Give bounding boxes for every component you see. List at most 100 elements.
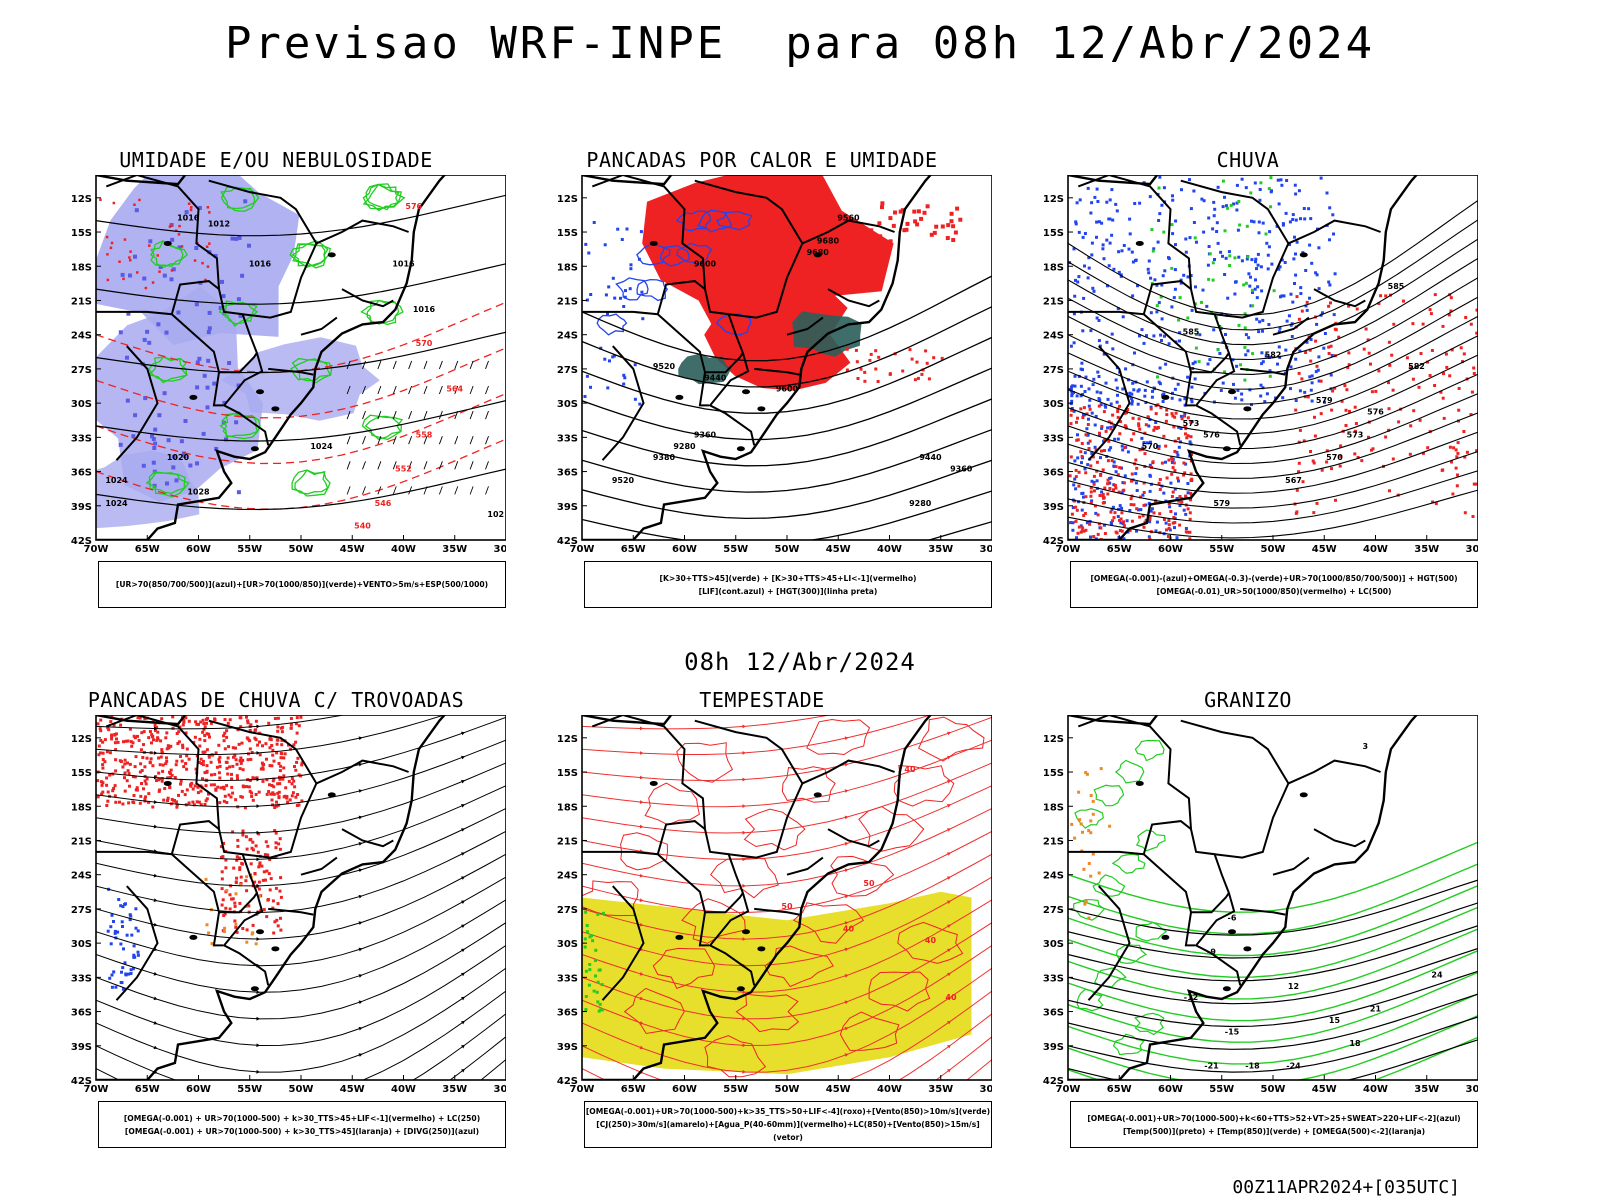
field-pixel bbox=[154, 729, 157, 733]
streamline-arrow bbox=[844, 762, 849, 767]
field-pixel bbox=[249, 837, 253, 841]
field-pixel bbox=[1188, 517, 1192, 521]
field-pixel bbox=[222, 799, 226, 803]
field-pixel bbox=[1219, 250, 1223, 254]
lat-tick-label: 30S bbox=[1043, 939, 1064, 950]
field-pixel bbox=[1362, 347, 1366, 351]
field-pixel bbox=[203, 725, 207, 729]
field-pixel bbox=[230, 772, 233, 776]
streamline-arrow bbox=[844, 842, 849, 846]
wind-vector bbox=[469, 436, 474, 445]
field-pixel bbox=[1124, 367, 1128, 371]
legend-line: [OMEGA(-0.001)+UR>70(1000-500)+k<60+TTS>… bbox=[1087, 1113, 1461, 1123]
field-pixel bbox=[1097, 319, 1101, 322]
field-pixel bbox=[1249, 275, 1252, 279]
legend-line: [OMEGA(-0.01)_UR>50(1000/850)(vermelho) … bbox=[1156, 586, 1392, 596]
field-pixel bbox=[213, 717, 217, 721]
streamline-arrow bbox=[639, 824, 644, 829]
field-pixel bbox=[1163, 334, 1166, 338]
wind-vector bbox=[408, 385, 413, 395]
contour-label: 1016 bbox=[177, 214, 200, 223]
wind-vector bbox=[485, 486, 489, 495]
contour-label: 585 bbox=[1388, 282, 1405, 291]
field-pixel bbox=[1093, 504, 1097, 508]
wind-vector bbox=[362, 410, 366, 420]
field-pixel bbox=[1170, 461, 1174, 464]
country-border bbox=[704, 828, 756, 986]
field-pixel bbox=[1097, 220, 1101, 224]
field-pixel bbox=[128, 762, 132, 766]
field-pixel bbox=[1130, 472, 1134, 476]
field-pixel bbox=[203, 734, 207, 737]
panel-title: UMIDADE E/OU NEBULOSIDADE bbox=[119, 148, 433, 172]
country-border bbox=[1287, 759, 1381, 785]
streamline-arrow bbox=[358, 762, 363, 767]
field-pixel bbox=[257, 832, 261, 836]
field-pixel bbox=[1086, 423, 1090, 426]
field-pixel bbox=[1112, 460, 1116, 464]
field-pixel bbox=[1161, 274, 1165, 278]
streamline-arrow bbox=[358, 947, 363, 952]
field-pixel bbox=[164, 330, 169, 335]
field-pixel bbox=[227, 745, 231, 749]
field-pixel bbox=[1190, 453, 1193, 456]
field-pixel bbox=[218, 801, 222, 805]
lat-tick-label: 21S bbox=[1043, 836, 1064, 847]
lat-tick-label: 42S bbox=[1043, 536, 1064, 547]
field-pixel bbox=[633, 363, 637, 367]
field-pixel bbox=[276, 716, 280, 720]
field-pixel bbox=[888, 372, 892, 376]
field-pixel bbox=[1167, 523, 1171, 527]
field-pixel bbox=[258, 861, 262, 865]
field-pixel bbox=[1131, 294, 1135, 298]
field-pixel bbox=[229, 795, 233, 799]
field-pixel bbox=[105, 776, 109, 780]
field-pixel bbox=[1278, 265, 1282, 269]
field-pixel bbox=[223, 718, 227, 721]
country-border bbox=[170, 820, 220, 855]
field-pixel bbox=[132, 734, 136, 738]
field-pixel bbox=[113, 733, 117, 736]
field-pixel bbox=[585, 930, 589, 934]
field-pixel bbox=[184, 731, 188, 735]
field-pixel bbox=[1463, 511, 1467, 515]
field-pixel bbox=[233, 919, 237, 923]
field-pixel bbox=[1329, 301, 1332, 305]
field-pixel bbox=[1074, 278, 1077, 282]
wind-vector bbox=[454, 486, 459, 495]
lake bbox=[250, 446, 259, 452]
field-pixel bbox=[1189, 435, 1193, 439]
field-pixel bbox=[180, 759, 184, 763]
field-pixel bbox=[1095, 220, 1099, 224]
lon-tick-label: 55W bbox=[1209, 1084, 1234, 1095]
field-pixel bbox=[282, 756, 286, 760]
field-pixel bbox=[165, 731, 169, 735]
streamline-arrow bbox=[639, 922, 644, 927]
field-pixel bbox=[207, 792, 210, 796]
field-pixel bbox=[1216, 241, 1220, 245]
field-pixel bbox=[116, 740, 120, 744]
field-pixel bbox=[133, 254, 137, 259]
field-pixel bbox=[276, 782, 280, 786]
field-pixel bbox=[168, 225, 172, 228]
field-pixel bbox=[1183, 396, 1187, 400]
field-pixel bbox=[1068, 387, 1072, 391]
field-pixel bbox=[223, 731, 227, 735]
field-pixel bbox=[120, 981, 124, 985]
field-pixel bbox=[1173, 287, 1177, 291]
field-pixel bbox=[236, 297, 241, 302]
field-pixel bbox=[1136, 284, 1139, 288]
field-pixel bbox=[1250, 219, 1253, 223]
field-pixel bbox=[1339, 454, 1343, 458]
field-pixel bbox=[1263, 400, 1267, 404]
streamline-arrow bbox=[639, 800, 644, 804]
streamline-arrow bbox=[947, 828, 951, 832]
field-pixel bbox=[1192, 221, 1196, 224]
temp850-contour bbox=[1111, 853, 1146, 874]
field-pixel bbox=[181, 723, 185, 727]
field-pixel bbox=[1137, 424, 1141, 428]
lon-tick-label: 30W bbox=[1466, 1084, 1478, 1095]
field-pixel bbox=[226, 772, 230, 776]
field-pixel bbox=[1439, 390, 1443, 394]
